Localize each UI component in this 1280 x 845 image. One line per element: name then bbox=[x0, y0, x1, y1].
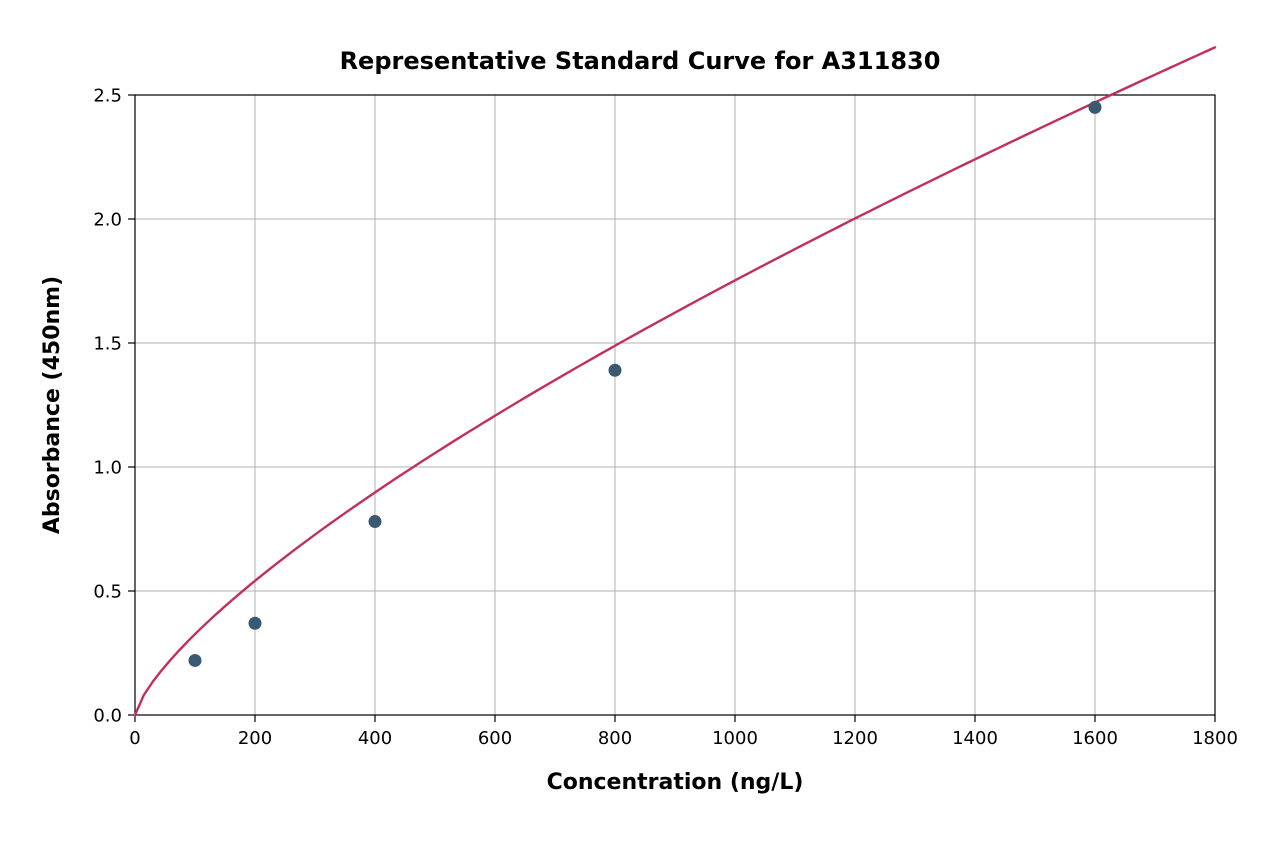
chart-container: Representative Standard Curve for A31183… bbox=[0, 0, 1280, 845]
plot-svg: 0 200 400 600 800 1000 1200 1400 1600 1800 0.0 0.5… bbox=[0, 0, 1280, 845]
xtick-label: 1600 bbox=[1072, 728, 1118, 749]
xtick-label: 400 bbox=[358, 728, 392, 749]
plot-spine bbox=[135, 95, 1215, 715]
xtick-label: 0 bbox=[129, 728, 140, 749]
ytick-label: 1.5 bbox=[93, 333, 122, 354]
xtick-label: 1200 bbox=[832, 728, 878, 749]
xtick-label: 1800 bbox=[1192, 728, 1238, 749]
ytick-group: 0.0 0.5 1.0 1.5 2.0 2.5 bbox=[93, 85, 135, 726]
data-point-marker bbox=[1089, 101, 1102, 114]
xtick-group: 0 200 400 600 800 1000 1200 1400 1600 1800 bbox=[129, 715, 1238, 749]
fit-curve bbox=[135, 47, 1215, 715]
xtick-label: 800 bbox=[598, 728, 632, 749]
ytick-label: 2.5 bbox=[93, 85, 122, 106]
xtick-label: 600 bbox=[478, 728, 512, 749]
data-point-marker bbox=[369, 515, 382, 528]
data-point-marker bbox=[609, 364, 622, 377]
ytick-label: 0.0 bbox=[93, 705, 122, 726]
xtick-label: 1000 bbox=[712, 728, 758, 749]
markers-group bbox=[189, 101, 1102, 667]
ytick-label: 0.5 bbox=[93, 581, 122, 602]
grid-group bbox=[135, 95, 1215, 715]
xtick-label: 1400 bbox=[952, 728, 998, 749]
ytick-label: 2.0 bbox=[93, 209, 122, 230]
xtick-label: 200 bbox=[238, 728, 272, 749]
data-point-marker bbox=[249, 617, 262, 630]
ytick-label: 1.0 bbox=[93, 457, 122, 478]
spine-group bbox=[135, 95, 1215, 715]
data-point-marker bbox=[189, 654, 202, 667]
